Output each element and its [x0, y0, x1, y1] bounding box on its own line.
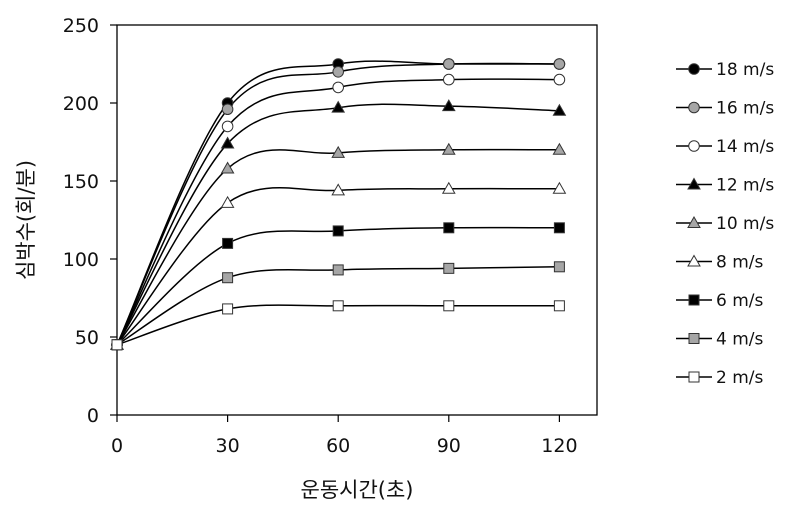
legend-label: 4 m/s	[716, 330, 764, 350]
series-line	[116, 103, 560, 346]
data-point	[220, 161, 235, 174]
data-point	[553, 261, 565, 273]
data-point	[332, 225, 344, 237]
data-point	[220, 136, 235, 149]
legend: 18 m/s 16 m/s 14 m/s 12 m/s 10 m/s 8 m/s 6 m/s…	[676, 60, 774, 388]
legend-marker	[688, 63, 700, 75]
x-tick-label: 60	[326, 435, 350, 457]
legend-marker	[688, 333, 700, 344]
data-point	[553, 58, 566, 70]
data-point	[443, 262, 455, 274]
legend-label: 18 m/s	[716, 60, 774, 80]
legend-marker	[688, 101, 700, 114]
legend-label: 6 m/s	[716, 291, 764, 311]
data-point	[441, 142, 456, 155]
data-point	[552, 103, 567, 116]
data-point	[332, 264, 344, 276]
data-point	[332, 81, 345, 94]
legend-marker	[688, 140, 700, 152]
legend-label: 2 m/s	[716, 368, 764, 388]
data-point	[441, 181, 456, 194]
data-point	[222, 272, 234, 284]
series-line	[116, 226, 560, 346]
data-point	[222, 303, 234, 315]
x-tick-label: 90	[437, 435, 461, 457]
series-line	[116, 148, 560, 346]
plot-frame	[116, 24, 598, 416]
legend-label: 16 m/s	[716, 99, 774, 119]
data-point	[332, 300, 344, 312]
data-point	[553, 222, 565, 234]
data-point	[221, 103, 234, 116]
data-point	[331, 183, 346, 196]
y-tick-label: 100	[63, 249, 99, 271]
data-point	[443, 300, 455, 312]
x-tick-label: 30	[216, 435, 240, 457]
legend-marker	[687, 177, 701, 190]
series-markers	[110, 58, 567, 351]
legend-marker	[688, 371, 700, 383]
legend-marker	[687, 215, 701, 228]
data-point	[220, 195, 235, 208]
series-lines	[116, 60, 560, 346]
series-line	[116, 187, 560, 346]
data-point	[443, 58, 455, 70]
data-point	[553, 300, 565, 312]
legend-label: 8 m/s	[716, 253, 764, 273]
data-point	[111, 339, 123, 351]
data-point	[552, 142, 567, 155]
x-tick-label: 0	[111, 435, 123, 457]
series-line	[116, 78, 560, 346]
data-point	[443, 73, 455, 86]
data-point	[222, 237, 234, 249]
series-line	[116, 62, 560, 346]
legend-marker	[687, 254, 701, 267]
x-tick-label: 120	[541, 435, 577, 457]
data-point	[553, 73, 566, 86]
legend-label: 10 m/s	[716, 214, 774, 234]
data-point	[331, 100, 346, 113]
y-tick-label: 50	[75, 327, 99, 349]
y-axis-title: 심박수(회/분)	[14, 160, 38, 280]
y-axis: 0 50 100 150 200 250	[63, 15, 117, 427]
legend-label: 14 m/s	[716, 137, 774, 157]
y-tick-label: 150	[63, 171, 99, 193]
data-point	[332, 66, 345, 78]
y-tick-label: 200	[63, 93, 99, 115]
legend-label: 12 m/s	[716, 176, 774, 196]
y-tick-label: 0	[87, 405, 99, 427]
x-axis-title: 운동시간(초)	[301, 478, 414, 502]
data-point	[443, 222, 455, 234]
data-point	[221, 120, 234, 133]
data-point	[441, 99, 456, 112]
x-axis: 0 30 60 90 120	[111, 415, 578, 457]
data-point	[331, 145, 346, 158]
legend-marker	[688, 294, 700, 306]
y-tick-label: 250	[63, 15, 99, 37]
data-point	[552, 181, 567, 194]
